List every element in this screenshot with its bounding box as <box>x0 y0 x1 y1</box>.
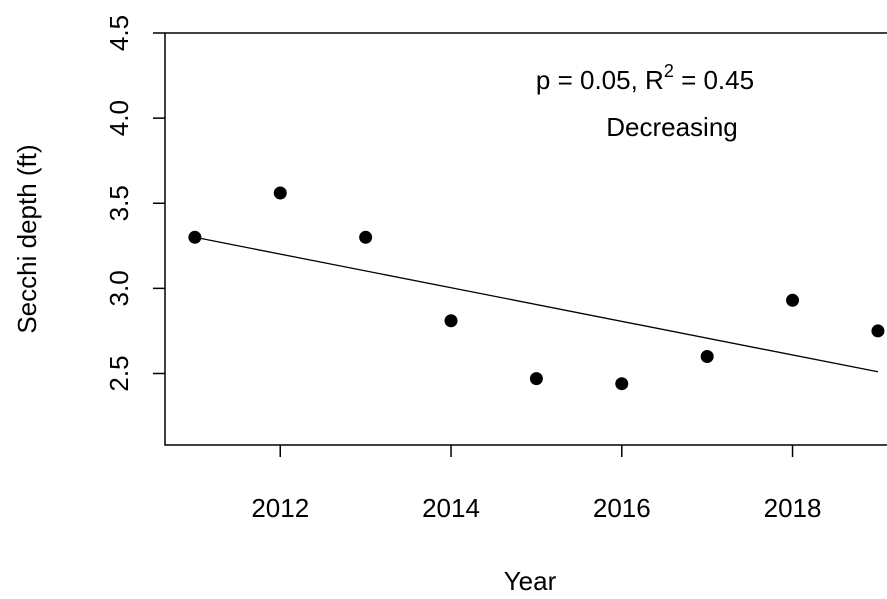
data-point <box>871 324 885 338</box>
data-point <box>359 230 373 244</box>
y-axis-label: Secchi depth (ft) <box>12 144 42 333</box>
stats-annotation: p = 0.05, R2 = 0.45 <box>536 61 754 95</box>
data-point <box>444 314 458 328</box>
y-tick-label: 3.5 <box>104 185 134 221</box>
y-tick-label: 3.0 <box>104 270 134 306</box>
data-point <box>615 377 629 391</box>
trend-label: Decreasing <box>606 112 738 142</box>
y-tick-label: 4.5 <box>104 15 134 51</box>
data-point <box>273 186 287 200</box>
y-axis: 2.5 3.0 3.5 4.0 4.5 <box>104 15 165 392</box>
x-tick-label: 2014 <box>422 493 480 523</box>
data-point <box>529 372 543 386</box>
data-points-layer <box>188 186 885 391</box>
y-tick-label: 4.0 <box>104 100 134 136</box>
y-tick-label: 2.5 <box>104 355 134 391</box>
data-point <box>188 230 202 244</box>
stats-prefix: p = 0.05, R <box>536 65 664 95</box>
trend-line <box>194 236 879 373</box>
x-axis-label: Year <box>504 566 557 596</box>
x-tick-label: 2016 <box>593 493 651 523</box>
stats-suffix: = 0.45 <box>674 65 754 95</box>
data-point <box>700 349 714 363</box>
stats-superscript: 2 <box>664 61 674 81</box>
trend-line-layer <box>194 236 879 373</box>
x-axis: 2012 2014 2016 2018 <box>251 445 821 523</box>
x-tick-label: 2012 <box>251 493 309 523</box>
data-point <box>786 293 800 307</box>
x-tick-label: 2018 <box>764 493 822 523</box>
plot-frame <box>164 32 887 446</box>
